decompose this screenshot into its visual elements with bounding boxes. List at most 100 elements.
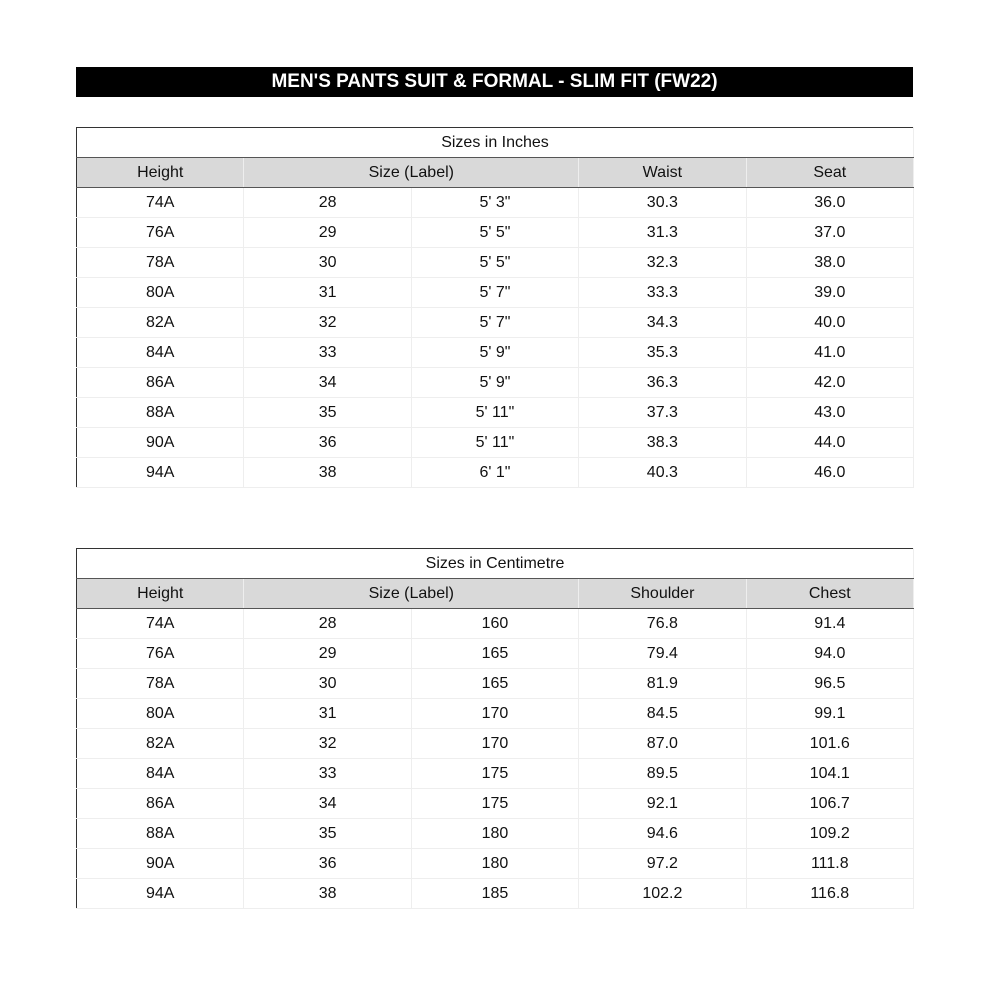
table-cell: 180	[411, 848, 580, 879]
table-cell: 6' 1"	[411, 457, 580, 488]
table-cell: 185	[411, 878, 580, 909]
table-cell: 82A	[76, 307, 245, 338]
table-cell: 78A	[76, 247, 245, 278]
table-cell: 94.6	[578, 818, 747, 849]
table-row: 80A 31 170 84.5 99.1	[76, 698, 915, 729]
table-cell: 36	[243, 848, 412, 879]
table-cell: 74A	[76, 187, 245, 218]
table-cell: 42.0	[746, 367, 915, 398]
table-cell: 84.5	[578, 698, 747, 729]
table-cell: 5' 7"	[411, 307, 580, 338]
table-cell: 109.2	[746, 818, 915, 849]
table-cell: 180	[411, 818, 580, 849]
table-cell: 84A	[76, 337, 245, 368]
table-row: 76A 29 165 79.4 94.0	[76, 638, 915, 669]
table-cell: 175	[411, 758, 580, 789]
table-cell: 92.1	[578, 788, 747, 819]
table-cell: 39.0	[746, 277, 915, 308]
column-header: Chest	[746, 578, 915, 609]
table-cell: 30	[243, 247, 412, 278]
table-cell: 84A	[76, 758, 245, 789]
table-row: 82A 32 170 87.0 101.6	[76, 728, 915, 759]
table-cell: 86A	[76, 788, 245, 819]
table-cell: 74A	[76, 608, 245, 639]
table-cell: 29	[243, 217, 412, 248]
table-cell: 33	[243, 337, 412, 368]
table-cell: 170	[411, 728, 580, 759]
table-cell: 38	[243, 878, 412, 909]
table-cell: 34	[243, 788, 412, 819]
inches-size-table: Sizes in Inches Height Size (Label) Waist Se…	[76, 127, 915, 488]
column-header: Height	[76, 578, 245, 609]
table-cell: 88A	[76, 818, 245, 849]
table-cell: 38	[243, 457, 412, 488]
table-cell: 97.2	[578, 848, 747, 879]
table-cell: 5' 11"	[411, 427, 580, 458]
table-row: 84A 33 175 89.5 104.1	[76, 758, 915, 789]
centimetre-size-table: Sizes in Centimetre Height Size (Label) Sho…	[76, 548, 915, 909]
table-row: 74A 28 5' 3" 30.3 36.0	[76, 187, 915, 218]
table-cell: 76A	[76, 217, 245, 248]
table-cell: 41.0	[746, 337, 915, 368]
table-cell: 37.3	[578, 397, 747, 428]
table-row: 84A 33 5' 9" 35.3 41.0	[76, 337, 915, 368]
table-cell: 170	[411, 698, 580, 729]
table-row: 76A 29 5' 5" 31.3 37.0	[76, 217, 915, 248]
table-row: 90A 36 180 97.2 111.8	[76, 848, 915, 879]
column-header: Shoulder	[578, 578, 747, 609]
table-cell: 44.0	[746, 427, 915, 458]
table-cell: 76.8	[578, 608, 747, 639]
table-row: 78A 30 5' 5" 32.3 38.0	[76, 247, 915, 278]
table-row: 94A 38 6' 1" 40.3 46.0	[76, 457, 915, 488]
table-cell: 34.3	[578, 307, 747, 338]
table-cell: 94.0	[746, 638, 915, 669]
table-cell: 31	[243, 698, 412, 729]
table-cell: 96.5	[746, 668, 915, 699]
table-cell: 29	[243, 638, 412, 669]
table-cell: 32	[243, 307, 412, 338]
table-cell: 30	[243, 668, 412, 699]
table-cell: 76A	[76, 638, 245, 669]
table-cell: 101.6	[746, 728, 915, 759]
table-cell: 5' 7"	[411, 277, 580, 308]
table-cell: 37.0	[746, 217, 915, 248]
table-cell: 160	[411, 608, 580, 639]
table-cell: 30.3	[578, 187, 747, 218]
table-cell: 5' 3"	[411, 187, 580, 218]
table-cell: 111.8	[746, 848, 915, 879]
table-row: 78A 30 165 81.9 96.5	[76, 668, 915, 699]
column-header: Waist	[578, 157, 747, 188]
table-cell: 82A	[76, 728, 245, 759]
table-cell: 94A	[76, 457, 245, 488]
table-caption: Sizes in Centimetre	[76, 548, 914, 579]
table-cell: 38.3	[578, 427, 747, 458]
table-cell: 5' 11"	[411, 397, 580, 428]
table-cell: 88A	[76, 397, 245, 428]
table-row: 86A 34 175 92.1 106.7	[76, 788, 915, 819]
table-cell: 80A	[76, 698, 245, 729]
table-cell: 116.8	[746, 878, 915, 909]
table-cell: 106.7	[746, 788, 915, 819]
table-row: 82A 32 5' 7" 34.3 40.0	[76, 307, 915, 338]
table-cell: 81.9	[578, 668, 747, 699]
table-cell: 104.1	[746, 758, 915, 789]
table-cell: 46.0	[746, 457, 915, 488]
table-row: 90A 36 5' 11" 38.3 44.0	[76, 427, 915, 458]
table-cell: 40.3	[578, 457, 747, 488]
table-cell: 86A	[76, 367, 245, 398]
table-cell: 43.0	[746, 397, 915, 428]
table-cell: 31.3	[578, 217, 747, 248]
table-cell: 32.3	[578, 247, 747, 278]
table-row: 80A 31 5' 7" 33.3 39.0	[76, 277, 915, 308]
table-cell: 33	[243, 758, 412, 789]
table-cell: 91.4	[746, 608, 915, 639]
table-caption: Sizes in Inches	[76, 127, 914, 158]
table-cell: 5' 5"	[411, 217, 580, 248]
column-header: Height	[76, 157, 245, 188]
table-cell: 102.2	[578, 878, 747, 909]
table-cell: 80A	[76, 277, 245, 308]
table-cell: 165	[411, 668, 580, 699]
table-cell: 32	[243, 728, 412, 759]
table-cell: 35.3	[578, 337, 747, 368]
table-cell: 175	[411, 788, 580, 819]
